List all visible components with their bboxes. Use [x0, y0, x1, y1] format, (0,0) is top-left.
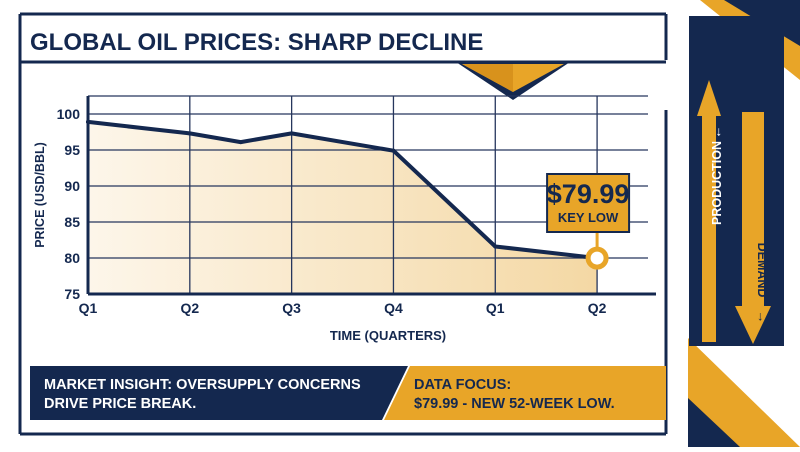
production-small-arrow-icon: ← — [709, 126, 724, 139]
y-tick-label: 85 — [64, 214, 80, 230]
footer-banner: MARKET INSIGHT: OVERSUPPLY CONCERNS DRIV… — [30, 366, 666, 420]
callout-box — [546, 173, 631, 233]
demand-arrow-shaft — [742, 112, 764, 308]
y-tick-label: 75 — [64, 286, 80, 302]
focus-line-2: $79.99 - NEW 52-WEEK LOW. — [414, 396, 615, 412]
page-title: GLOBAL OIL PRICES: SHARP DECLINE — [30, 29, 483, 56]
y-axis-label: PRICE (USD/BBL) — [33, 142, 47, 248]
x-axis-label: TIME (QUARTERS) — [330, 328, 446, 343]
y-tick-label: 90 — [64, 178, 80, 194]
demand-small-arrow-icon: → — [755, 311, 770, 324]
demand-label: DEMAND — [755, 243, 769, 298]
data-point — [289, 131, 294, 136]
demand-arrow-head — [735, 306, 771, 344]
x-tick-label: Q3 — [282, 300, 301, 316]
insight-line-2: DRIVE PRICE BREAK. — [44, 396, 196, 412]
insight-panel — [30, 366, 408, 420]
x-tick-label: Q1 — [486, 300, 505, 316]
data-point — [238, 140, 243, 145]
key-low-callout: $79.99 KEY LOW — [546, 173, 631, 270]
x-tick-label: Q4 — [384, 300, 403, 316]
focus-panel — [384, 366, 666, 420]
data-point — [187, 131, 192, 136]
insight-line-1: MARKET INSIGHT: OVERSUPPLY CONCERNS — [44, 377, 361, 393]
tick-labels: 75 80 85 90 95 100 Q1 Q2 Q3 Q4 Q1 Q2 — [57, 106, 607, 316]
y-tick-label: 95 — [64, 142, 80, 158]
production-label: PRODUCTION — [710, 141, 724, 225]
x-tick-label: Q2 — [588, 300, 607, 316]
y-tick-label: 80 — [64, 250, 80, 266]
x-tick-label: Q2 — [180, 300, 199, 316]
callout-price: $79.99 — [547, 179, 630, 209]
callout-label: KEY LOW — [558, 210, 619, 225]
focus-line-1: DATA FOCUS: — [414, 377, 511, 393]
production-arrow-shaft — [702, 112, 716, 342]
sidebar-bottom-triangle — [688, 338, 800, 447]
production-arrow-head — [697, 80, 721, 116]
data-point — [391, 148, 396, 153]
price-area-fill — [88, 121, 598, 295]
sidebar-panel: PRODUCTION ← DEMAND → — [684, 0, 800, 447]
title-chevron-icon — [456, 62, 570, 100]
data-point — [86, 119, 90, 124]
x-tick-label: Q1 — [79, 300, 98, 316]
sidebar-bottom-corner — [688, 398, 740, 447]
data-point — [493, 244, 498, 249]
y-tick-label: 100 — [57, 106, 81, 122]
highlight-point — [585, 246, 609, 270]
